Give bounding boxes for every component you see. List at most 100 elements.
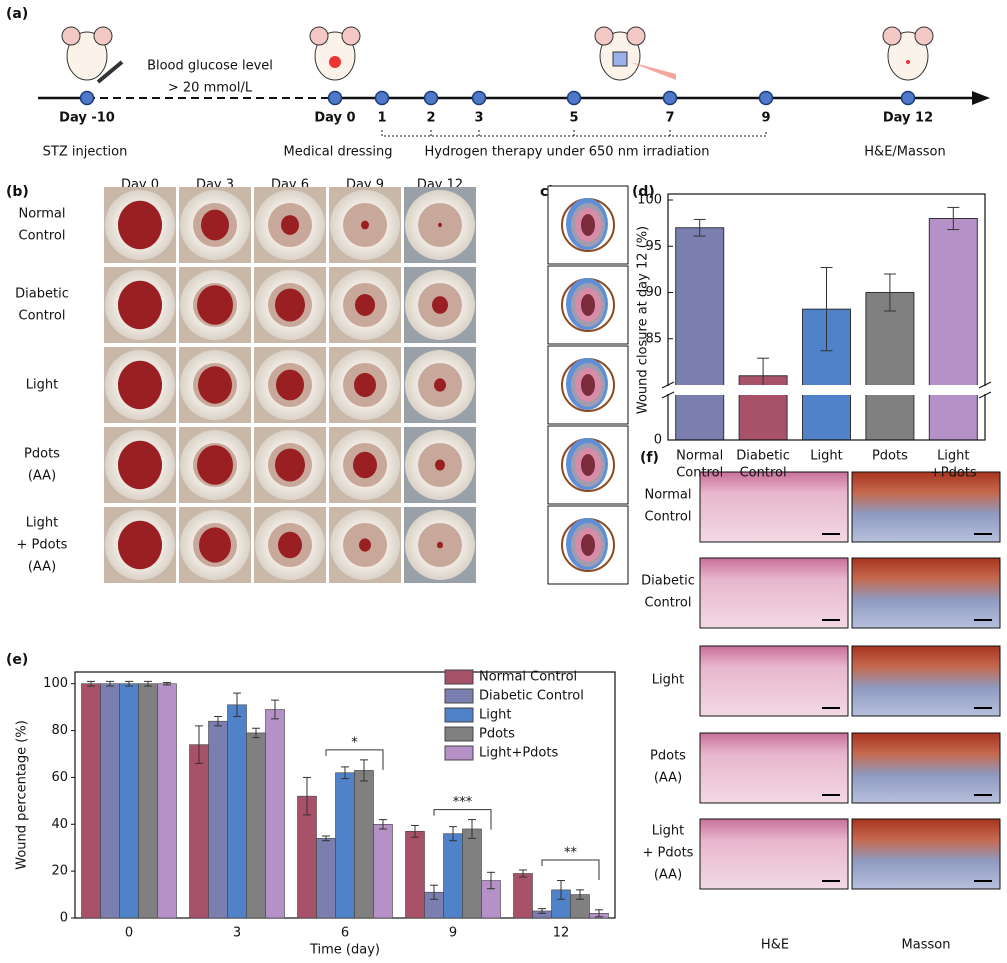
bar [928, 218, 978, 441]
timeline-dot [423, 90, 439, 106]
column-label: Masson [902, 938, 951, 953]
day-label: 3 [474, 111, 483, 126]
photo-wound [197, 285, 233, 325]
photo-wound [275, 448, 305, 482]
significance-bracket [433, 809, 492, 830]
y-tick-label: 95 [645, 239, 662, 254]
day-label: Day 0 [314, 111, 355, 126]
mouse-ear [914, 26, 934, 46]
schematic-day12 [581, 214, 595, 236]
photo-wound [353, 451, 377, 479]
x-tick-label: Diabetic [736, 449, 790, 464]
caption: Hydrogen therapy under 650 nm irradiatio… [424, 145, 709, 160]
row-label: (AA) [654, 771, 682, 786]
significance-bracket [541, 859, 600, 880]
x-tick-label: Control [676, 466, 723, 481]
panel-label: (d) [632, 184, 655, 200]
break-mark [978, 381, 992, 389]
histology-image [699, 557, 849, 629]
legend-label: Light [479, 708, 511, 723]
note: > 20 mmol/L [168, 81, 253, 96]
y-tick-label: 100 [637, 193, 662, 208]
x-tick-label: 9 [449, 926, 457, 941]
mouse-ear [309, 26, 329, 46]
panel-label: (f) [640, 450, 659, 466]
axis-break [662, 385, 991, 395]
bar [354, 770, 374, 919]
photo-wound [435, 459, 445, 471]
y-tick-label: 20 [51, 864, 68, 879]
bar [189, 744, 209, 919]
row-label: (AA) [654, 868, 682, 883]
x-tick-label: Light [937, 449, 969, 464]
wound [329, 56, 341, 68]
histology-image [699, 818, 849, 890]
mouse-ear [61, 26, 81, 46]
x-tick-label: Pdots [872, 449, 908, 464]
histology-image [699, 471, 849, 543]
legend-label: Diabetic Control [479, 689, 584, 704]
day-label: Day 12 [883, 111, 933, 126]
y-tick-label: 100 [43, 676, 68, 691]
day-label: 1 [377, 111, 386, 126]
photo-wound [118, 520, 162, 570]
histology-image [851, 471, 1001, 543]
bar [865, 292, 915, 441]
mouse-body [66, 31, 108, 81]
bar [335, 772, 355, 919]
significance-label: ** [564, 845, 578, 860]
row-label: Normal [18, 207, 65, 222]
column-label: H&E [761, 938, 789, 953]
day-label: 5 [569, 111, 578, 126]
bar [100, 683, 120, 919]
photo-wound [198, 366, 232, 404]
day-label: 9 [761, 111, 770, 126]
axis-break [662, 386, 674, 394]
x-tick-label: 6 [341, 926, 349, 941]
mouse-ear [882, 26, 902, 46]
bar [81, 683, 101, 919]
y-tick-label: 40 [51, 817, 68, 832]
x-tick-label: 0 [125, 926, 133, 941]
bar [246, 732, 266, 919]
legend-label: Pdots [479, 727, 515, 742]
row-label: (AA) [28, 560, 56, 575]
y-tick-label: 0 [654, 433, 662, 448]
break-mark [661, 381, 675, 389]
schematic-day12 [581, 534, 595, 556]
break-mark [978, 391, 992, 399]
panel-label: (e) [6, 652, 28, 668]
bar [265, 709, 285, 919]
photo-wound [361, 220, 369, 230]
y-tick-label: 0 [60, 911, 68, 926]
bar [138, 683, 158, 919]
schematic-day12 [581, 294, 595, 316]
legend-swatch [444, 669, 474, 685]
photo-wound [359, 538, 371, 552]
photo-wound [437, 541, 443, 549]
timeline-dot [758, 90, 774, 106]
bar [405, 831, 425, 919]
photo-wound [118, 200, 162, 250]
day-label: 7 [665, 111, 674, 126]
bar [513, 873, 533, 919]
row-label: Light [26, 516, 58, 531]
y-axis-label: Wound percentage (%) [15, 720, 30, 870]
wound [906, 60, 910, 64]
timeline-dot [327, 90, 343, 106]
legend-swatch [444, 726, 474, 742]
row-label: + Pdots [643, 846, 694, 861]
timeline-dot [900, 90, 916, 106]
mouse-body [887, 31, 929, 81]
bar [119, 683, 139, 919]
row-label: (AA) [28, 469, 56, 484]
photo-wound [275, 288, 305, 322]
histology-image [851, 645, 1001, 717]
legend-label: Light+Pdots [479, 746, 558, 761]
x-axis-label: Time (day) [309, 943, 380, 958]
row-label: Pdots [650, 749, 686, 764]
syringe [96, 60, 124, 84]
light-beam [630, 62, 676, 80]
bar [373, 823, 393, 919]
